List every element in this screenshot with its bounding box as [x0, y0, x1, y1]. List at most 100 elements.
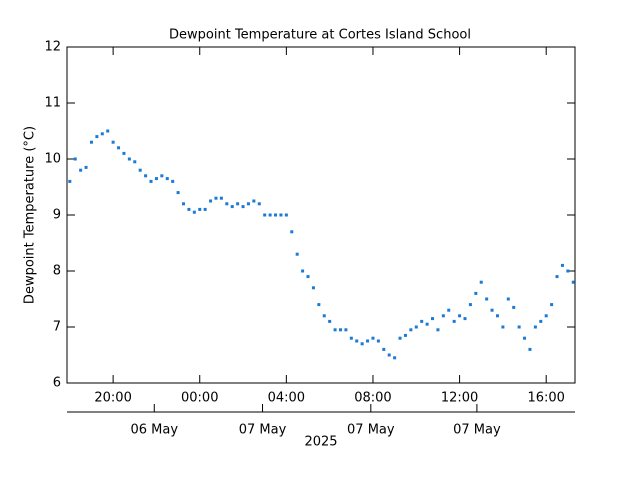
- data-point: [230, 205, 234, 209]
- data-point: [187, 207, 191, 211]
- x2-tick-label: 06 May: [130, 423, 178, 438]
- x-tick-label: 04:00: [268, 391, 305, 406]
- data-point: [95, 135, 99, 139]
- data-point: [165, 177, 169, 181]
- data-point: [512, 305, 516, 309]
- data-point: [517, 325, 521, 329]
- data-point: [160, 174, 164, 178]
- x2-axis-label: 2025: [304, 435, 337, 450]
- data-point: [171, 179, 175, 183]
- x-tick-label: 16:00: [527, 391, 564, 406]
- data-point: [181, 202, 185, 206]
- x2-tick-label: 07 May: [239, 423, 287, 438]
- data-point: [506, 297, 510, 301]
- data-point: [209, 199, 213, 203]
- data-point: [566, 269, 570, 273]
- y-tick-label: 6: [53, 376, 61, 391]
- data-point: [322, 314, 326, 318]
- data-point: [544, 314, 548, 318]
- data-point: [154, 177, 158, 181]
- data-point: [117, 146, 121, 150]
- data-point: [290, 230, 294, 234]
- data-point: [268, 213, 272, 217]
- data-point: [241, 205, 245, 209]
- data-point: [485, 297, 489, 301]
- data-point: [328, 319, 332, 323]
- data-point: [274, 213, 278, 217]
- data-point: [452, 319, 456, 323]
- x2-tick-label: 07 May: [453, 423, 501, 438]
- data-point: [338, 328, 342, 332]
- data-point: [176, 191, 180, 195]
- data-point: [138, 168, 142, 172]
- data-point: [133, 160, 137, 164]
- data-point: [236, 202, 240, 206]
- data-point: [219, 196, 223, 200]
- data-point: [528, 347, 532, 351]
- data-point: [539, 319, 543, 323]
- data-point: [523, 336, 527, 340]
- x2-tick-label: 07 May: [347, 423, 395, 438]
- data-point: [550, 303, 554, 307]
- x-tick-label: 00:00: [181, 391, 218, 406]
- data-point: [414, 325, 418, 329]
- data-point: [79, 168, 83, 172]
- y-tick-label: 9: [53, 208, 61, 223]
- data-point: [355, 339, 359, 343]
- data-point: [284, 213, 288, 217]
- data-point: [257, 202, 261, 206]
- data-point: [403, 333, 407, 337]
- data-point: [317, 303, 321, 307]
- data-point: [398, 336, 402, 340]
- data-point: [501, 325, 505, 329]
- data-point: [111, 140, 115, 144]
- data-point: [474, 291, 478, 295]
- data-point: [89, 140, 93, 144]
- data-point: [73, 157, 77, 161]
- chart-title: Dewpoint Temperature at Cortes Island Sc…: [169, 28, 471, 43]
- data-point: [420, 319, 424, 323]
- y-tick-label: 10: [44, 152, 61, 167]
- data-point: [533, 325, 537, 329]
- data-point: [560, 263, 564, 267]
- data-point: [366, 339, 370, 343]
- y-tick-label: 7: [53, 320, 61, 335]
- data-point: [447, 308, 451, 312]
- data-point: [246, 202, 250, 206]
- data-point: [349, 336, 353, 340]
- data-point: [144, 174, 148, 178]
- data-point: [458, 314, 462, 318]
- data-point: [463, 317, 467, 321]
- data-point: [409, 328, 413, 332]
- x-tick-label: 20:00: [94, 391, 131, 406]
- y-tick-label: 11: [44, 96, 61, 111]
- data-point: [311, 286, 315, 290]
- data-point: [252, 199, 256, 203]
- data-point: [360, 342, 364, 346]
- data-point: [555, 275, 559, 279]
- data-point: [344, 328, 348, 332]
- data-point: [425, 322, 429, 326]
- y-axis-label: Dewpoint Temperature (°C): [23, 126, 38, 304]
- data-point: [490, 308, 494, 312]
- data-point: [393, 356, 397, 360]
- data-point: [203, 207, 207, 211]
- data-point: [279, 213, 283, 217]
- data-point: [198, 207, 202, 211]
- data-point: [468, 303, 472, 307]
- data-point: [495, 314, 499, 318]
- y-tick-label: 12: [44, 40, 61, 55]
- data-point: [441, 314, 445, 318]
- data-point: [479, 280, 483, 284]
- data-point: [371, 336, 375, 340]
- data-point: [431, 317, 435, 321]
- data-point: [68, 179, 72, 183]
- data-point: [295, 252, 299, 256]
- data-point: [225, 202, 229, 206]
- data-point: [149, 179, 153, 183]
- data-point: [333, 328, 337, 332]
- x-tick-label: 08:00: [354, 391, 391, 406]
- data-point: [214, 196, 218, 200]
- data-point: [122, 151, 126, 155]
